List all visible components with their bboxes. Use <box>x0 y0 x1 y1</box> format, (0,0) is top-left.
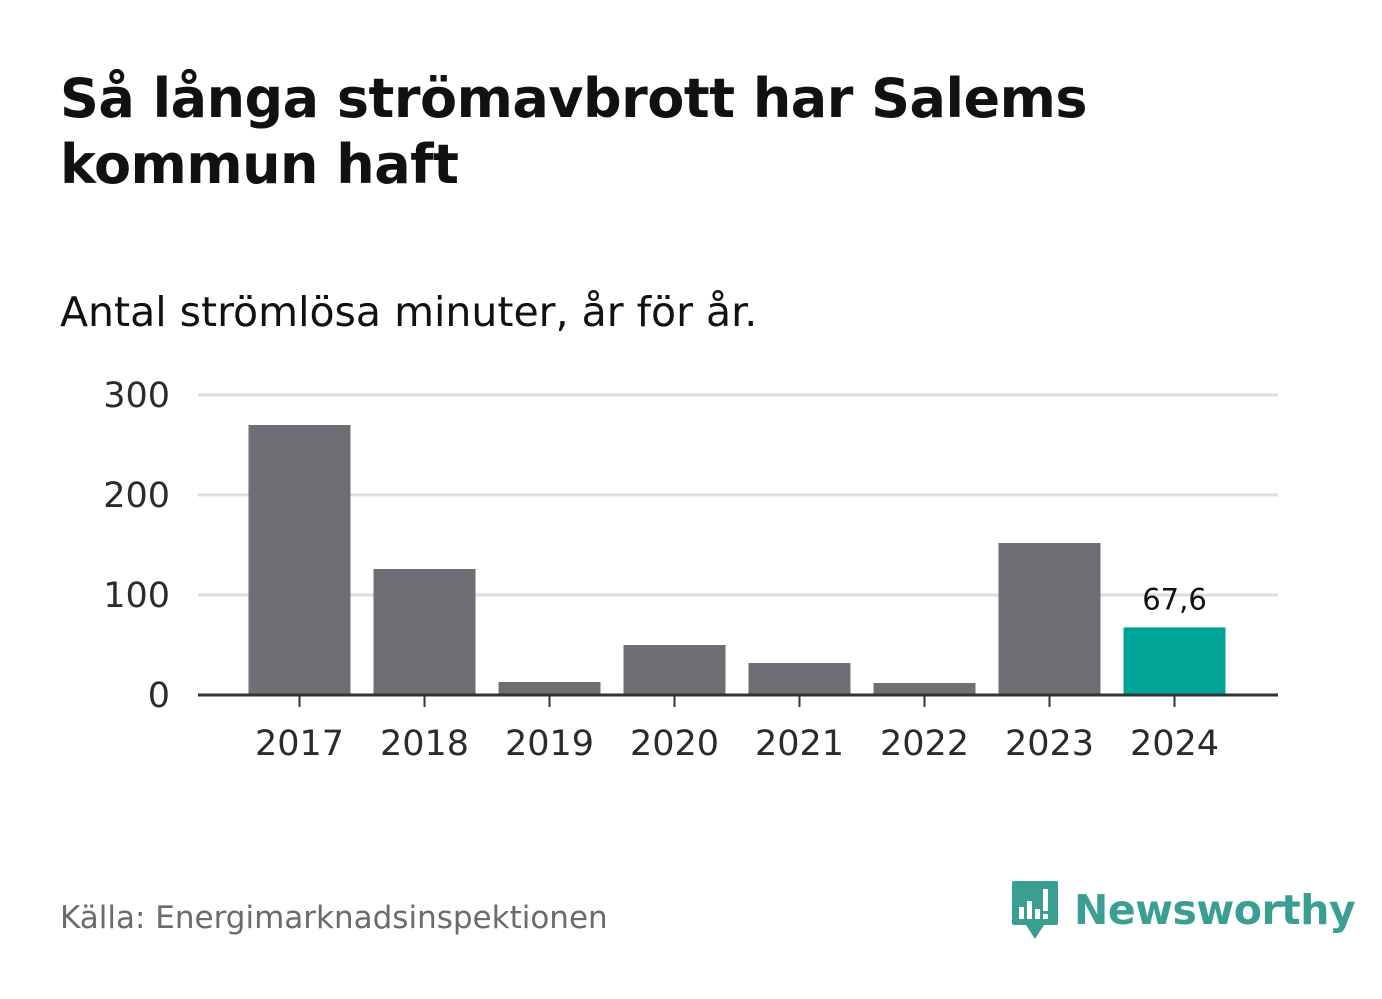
x-tick-label-2019: 2019 <box>505 724 594 764</box>
bar-2017 <box>248 425 351 695</box>
x-tick-label-2023: 2023 <box>1005 724 1094 764</box>
x-axis <box>198 693 1278 707</box>
y-tick-label-200: 200 <box>103 476 170 516</box>
newsworthy-logo-icon <box>1012 881 1058 939</box>
data-labels: 67,6 <box>1142 582 1207 616</box>
bar-2019 <box>498 682 601 695</box>
x-tick-label-2024: 2024 <box>1130 724 1219 764</box>
brand: Newsworthy <box>1010 878 1356 942</box>
y-tick-label-100: 100 <box>103 576 170 616</box>
bar-2018 <box>373 569 476 695</box>
bar-2023 <box>998 543 1101 695</box>
x-tick-label-2020: 2020 <box>630 724 719 764</box>
bar-2024 <box>1123 627 1226 695</box>
source-note: Källa: Energimarknadsinspektionen <box>60 900 608 936</box>
y-tick-label-0: 0 <box>148 676 170 716</box>
x-tick-label-2018: 2018 <box>380 724 469 764</box>
brand-name: Newsworthy <box>1074 886 1356 934</box>
x-tick-label-2022: 2022 <box>880 724 969 764</box>
bars <box>248 425 1226 695</box>
chart-title: Så långa strömavbrott har Salems kommun … <box>60 67 1088 196</box>
x-tick-label-2021: 2021 <box>755 724 844 764</box>
bar-2020 <box>623 645 726 695</box>
x-tick-label-2017: 2017 <box>255 724 344 764</box>
grid-lines <box>198 393 1278 597</box>
chart-subtitle: Antal strömlösa minuter, år för år. <box>60 288 758 336</box>
y-tick-label-300: 300 <box>103 376 170 416</box>
bar-2022 <box>873 683 976 695</box>
bar-2021 <box>748 663 851 695</box>
x-axis-tick-labels: 2017 2018 2019 2020 2021 2022 2023 2024 <box>255 724 1219 764</box>
data-label-2024: 67,6 <box>1142 582 1207 616</box>
y-axis-tick-labels: 0 100 200 300 <box>103 376 170 716</box>
